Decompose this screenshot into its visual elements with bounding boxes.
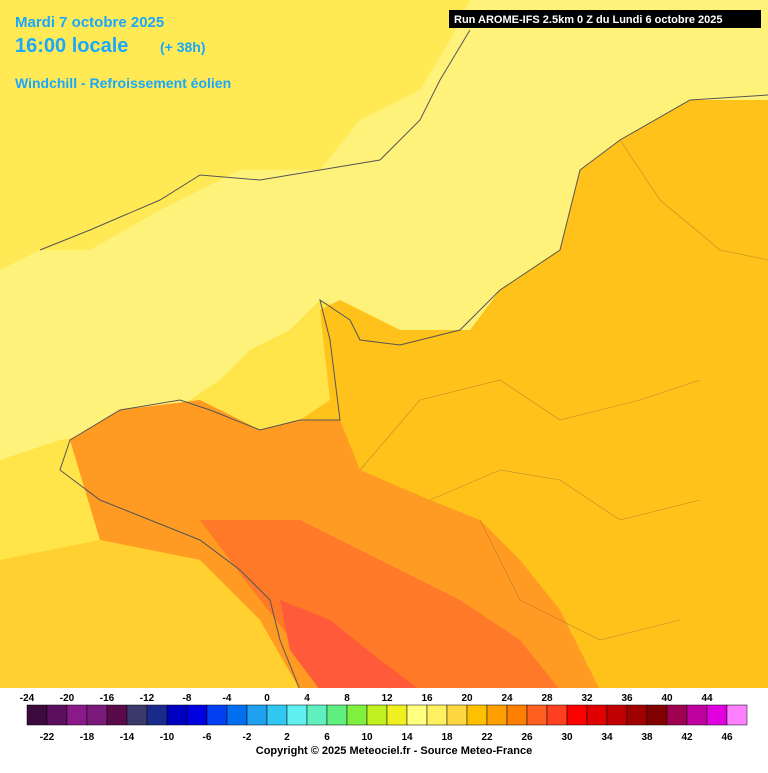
legend-label: -12	[140, 693, 155, 704]
legend-swatch	[246, 704, 268, 726]
legend-label: -16	[100, 693, 115, 704]
coastline-england	[39, 29, 471, 251]
legend-swatch	[326, 704, 348, 726]
legend-swatch	[406, 704, 428, 726]
coastline-west	[59, 439, 301, 691]
legend-swatch	[646, 704, 668, 726]
legend-swatch	[566, 704, 588, 726]
run-info: Run AROME-IFS 2.5km 0 Z du Lundi 6 octob…	[454, 14, 723, 26]
copyright: Copyright © 2025 Meteociel.fr - Source M…	[256, 745, 532, 757]
legend-label: -14	[120, 732, 135, 743]
legend-swatch	[366, 704, 388, 726]
legend-label: 42	[681, 732, 693, 743]
legend-swatch	[426, 704, 448, 726]
legend-label: 12	[381, 693, 393, 704]
coastline	[69, 94, 768, 441]
legend-swatch	[526, 704, 548, 726]
legend-swatch	[286, 704, 308, 726]
legend-label: 20	[461, 693, 473, 704]
legend-swatch	[86, 704, 108, 726]
legend-label: 8	[344, 693, 350, 704]
legend: -24 -20 -16 -12 -8 -4 0 4 8 12 16 20 24 28 32 36 40 44-22…	[20, 693, 748, 743]
legend-label: 30	[561, 732, 573, 743]
legend-label: 10	[361, 732, 373, 743]
legend-label: 38	[641, 732, 653, 743]
england	[0, 0, 470, 270]
legend-swatch	[546, 704, 568, 726]
legend-bg	[0, 688, 768, 768]
legend-label: 2	[284, 732, 290, 743]
legend-swatch	[46, 704, 68, 726]
legend-label: 32	[581, 693, 593, 704]
regions	[359, 139, 768, 641]
legend-swatch	[226, 704, 248, 726]
lead: (+ 38h)	[160, 39, 206, 55]
legend-swatch	[486, 704, 508, 726]
legend-swatch	[266, 704, 288, 726]
legend-label: 24	[501, 693, 513, 704]
legend-label: 14	[401, 732, 413, 743]
legend-swatch	[346, 704, 368, 726]
legend-swatch	[726, 704, 748, 726]
atlantic	[0, 540, 300, 690]
legend-swatch	[666, 704, 688, 726]
legend-swatch	[106, 704, 128, 726]
legend-label: 4	[304, 693, 310, 704]
parameter: Windchill - Refroissement éolien	[15, 75, 231, 91]
legend-label: 26	[521, 732, 533, 743]
legend-label: 16	[421, 693, 433, 704]
legend-swatch	[206, 704, 228, 726]
legend-label: 28	[541, 693, 553, 704]
legend-label: 46	[721, 732, 733, 743]
legend-swatch	[66, 704, 88, 726]
legend-label: -4	[223, 693, 232, 704]
run-box	[449, 10, 761, 28]
legend-label: -20	[60, 693, 75, 704]
legend-label: -8	[183, 693, 192, 704]
legend-label: 0	[264, 693, 270, 704]
date: Mardi 7 octobre 2025	[15, 14, 164, 31]
legend-label: 6	[324, 732, 330, 743]
time: 16:00 locale	[15, 35, 128, 57]
legend-label: -18	[80, 732, 95, 743]
legend-swatch	[186, 704, 208, 726]
legend-swatch	[126, 704, 148, 726]
legend-swatch	[686, 704, 708, 726]
legend-label: -22	[40, 732, 55, 743]
legend-swatch	[506, 704, 528, 726]
legend-swatch	[386, 704, 408, 726]
legend-swatch	[166, 704, 188, 726]
warmest-zone	[280, 600, 420, 690]
legend-swatch	[626, 704, 648, 726]
legend-swatch	[586, 704, 608, 726]
legend-label: 44	[701, 693, 713, 704]
warm-zone	[200, 520, 560, 690]
legend-label: -10	[160, 732, 175, 743]
legend-label: 18	[441, 732, 453, 743]
legend-swatch	[446, 704, 468, 726]
legend-label: 22	[481, 732, 493, 743]
legend-label: -24	[20, 693, 35, 704]
legend-label: 36	[621, 693, 633, 704]
legend-label: 34	[601, 732, 613, 743]
legend-swatch	[466, 704, 488, 726]
legend-label: -2	[243, 732, 252, 743]
legend-label: -6	[203, 732, 212, 743]
legend-label: 40	[661, 693, 673, 704]
legend-swatch	[606, 704, 628, 726]
legend-swatch	[146, 704, 168, 726]
legend-swatch	[706, 704, 728, 726]
legend-swatch	[26, 704, 48, 726]
legend-swatch	[306, 704, 328, 726]
